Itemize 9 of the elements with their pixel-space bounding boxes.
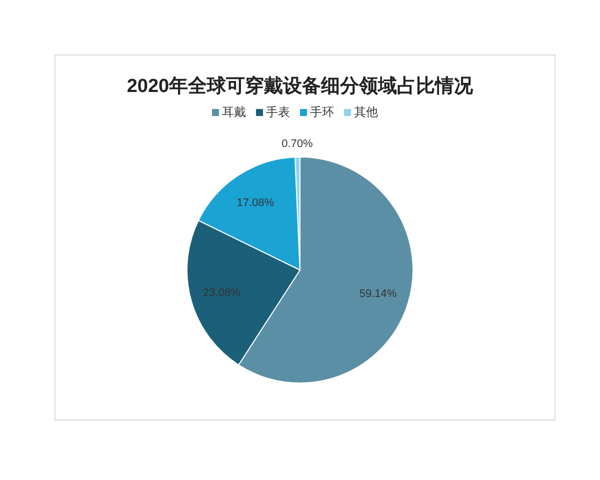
legend-label: 手表 <box>266 105 290 119</box>
data-label: 0.70% <box>282 138 314 150</box>
data-label: 59.14% <box>359 288 397 300</box>
legend-label: 耳戴 <box>222 105 246 119</box>
data-label: 23.08% <box>202 286 240 299</box>
legend-label: 其他 <box>354 105 378 119</box>
chart-title: 2020年全球可穿戴设备细分领域占比情况 <box>126 75 474 97</box>
data-label: 17.08% <box>236 196 274 209</box>
legend-label: 手环 <box>310 105 334 119</box>
